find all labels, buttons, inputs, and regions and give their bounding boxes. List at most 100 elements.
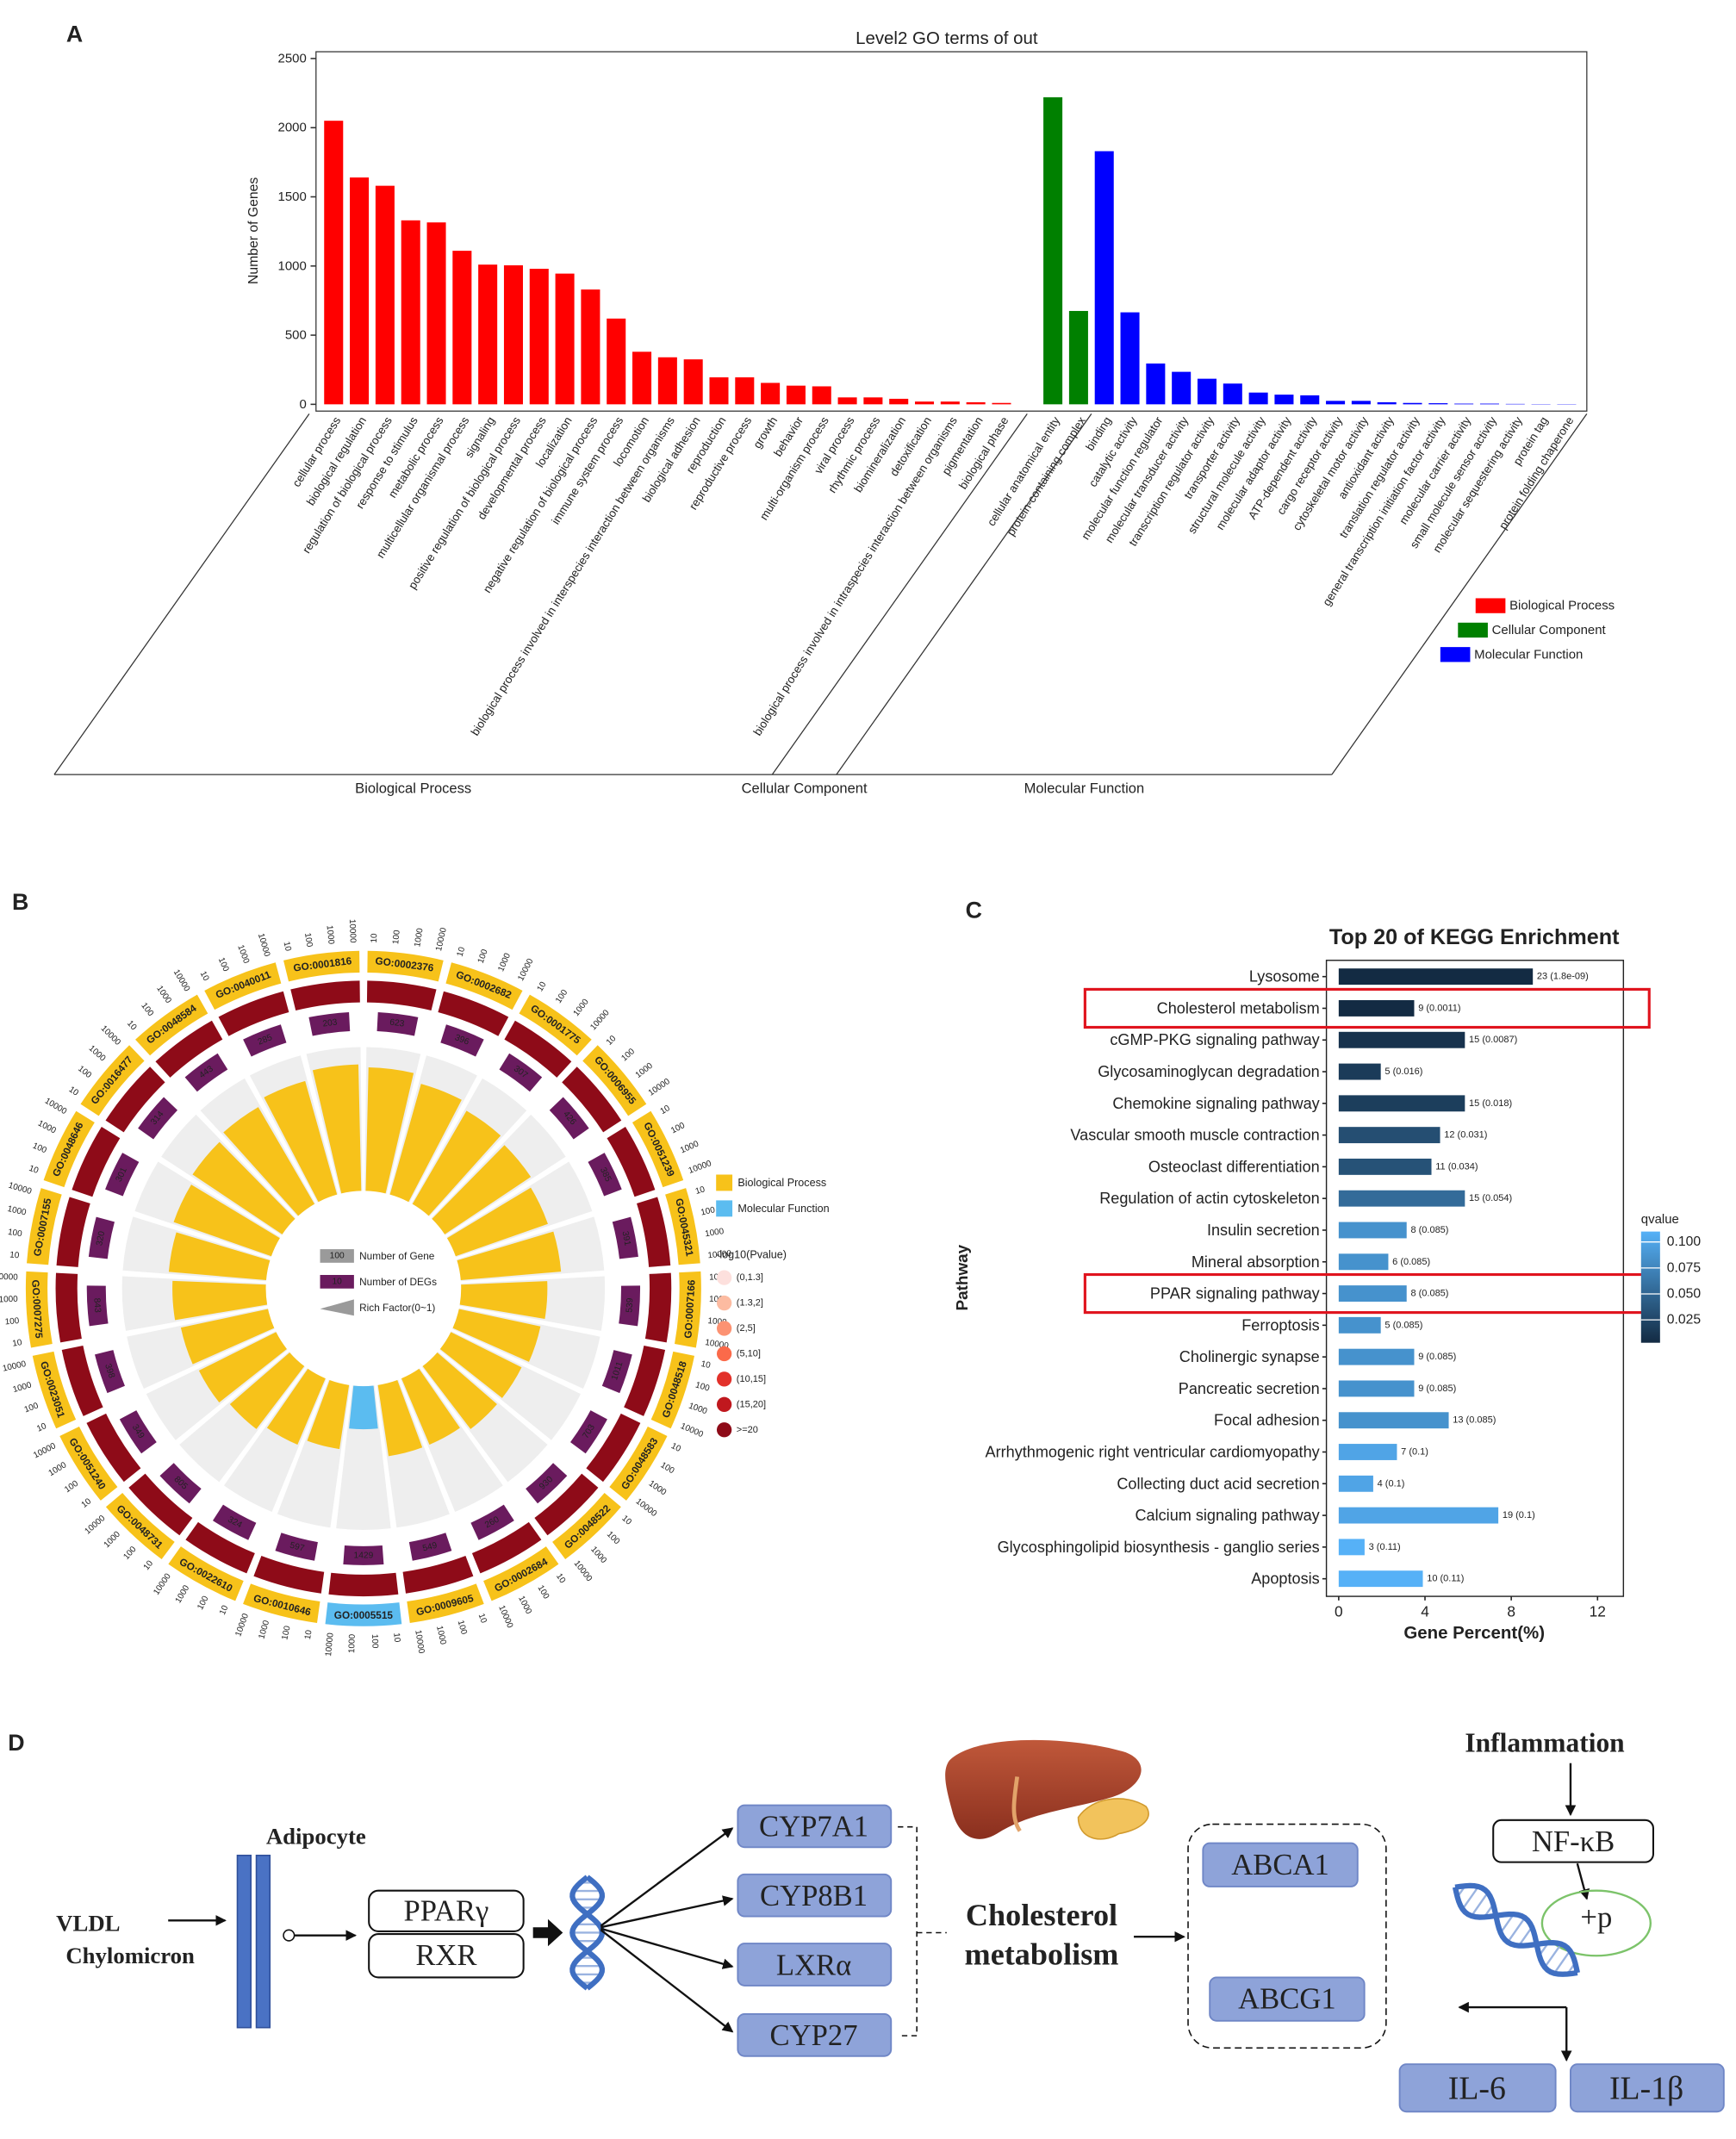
deg-box	[308, 1012, 351, 1036]
pvalue-segment	[366, 980, 437, 1011]
y-tick-label: Collecting duct acid secretion	[1117, 1475, 1319, 1492]
pvalue-segment	[328, 1572, 399, 1597]
deg-count: 843	[91, 1297, 102, 1313]
legend-label: (10,15]	[737, 1374, 766, 1384]
bar-label: 19 (0.1)	[1503, 1510, 1535, 1520]
node-label: Chylomicron	[65, 1943, 195, 1968]
term-segment	[168, 1546, 244, 1601]
colorbar-tick-label: 0.100	[1667, 1234, 1702, 1249]
bar	[1120, 312, 1140, 405]
bar	[1338, 1348, 1415, 1365]
bar	[324, 121, 344, 405]
bar	[1454, 403, 1474, 405]
rich-factor-bar	[412, 1110, 501, 1216]
bar-label: 23 (1.8e-09)	[1537, 972, 1589, 982]
bar	[1338, 1222, 1407, 1239]
bar-label: 7 (0.1)	[1401, 1447, 1428, 1458]
bar	[1068, 310, 1088, 405]
receptor	[283, 1929, 296, 1942]
deg-count: 539	[625, 1297, 635, 1313]
node-label: ABCA1	[1231, 1849, 1329, 1881]
term-segment	[32, 1351, 77, 1429]
bar-label: 9 (0.085)	[1418, 1352, 1456, 1362]
term-segment	[325, 1602, 402, 1626]
scale-tick-label: 100	[216, 956, 231, 973]
deg-box	[119, 1410, 157, 1454]
rich-factor-bar	[173, 1185, 280, 1257]
term-segment	[519, 994, 592, 1056]
scale-tick-label: 100	[31, 1141, 48, 1156]
bar	[1338, 1000, 1415, 1017]
node	[368, 1933, 525, 1979]
pvalue-segment	[56, 1197, 90, 1267]
bracket	[898, 1825, 947, 2036]
deg-box	[88, 1216, 115, 1259]
legend-example: 100	[330, 1251, 345, 1260]
rich-factor-bar	[446, 1187, 548, 1257]
bar	[1338, 1539, 1365, 1556]
arrow	[532, 1918, 563, 1947]
bar	[812, 386, 831, 405]
deg-count: 320	[95, 1230, 107, 1247]
bar	[1248, 392, 1268, 405]
rich-factor-bar	[198, 1332, 287, 1403]
y-tick-label: PPAR signaling pathway	[1150, 1285, 1321, 1303]
colorbar	[1640, 1231, 1660, 1343]
bar	[1338, 1095, 1465, 1112]
legend-swatch	[716, 1174, 733, 1191]
scale-tick-label: 100	[700, 1205, 716, 1217]
colorbar-tick-label: 0.025	[1667, 1313, 1702, 1328]
deg-count: 1429	[354, 1551, 374, 1560]
y-tick-label: 1500	[278, 190, 307, 204]
rich-factor-bar	[264, 1080, 338, 1203]
scale-tick-label: 100	[7, 1228, 23, 1240]
scale-tick-label: 100	[302, 932, 314, 948]
scale-tick-label: 10	[709, 1272, 719, 1282]
y-tick-label: Glycosaminoglycan degradation	[1098, 1063, 1319, 1080]
deg-box	[184, 1053, 228, 1092]
rich-factor-bar	[349, 1385, 378, 1430]
dna-rung	[1471, 1892, 1489, 1917]
bar	[709, 377, 729, 405]
y-tick-label: 500	[285, 328, 307, 343]
deg-box	[440, 1024, 484, 1057]
deg-box	[105, 1153, 140, 1197]
term-segment	[243, 1583, 320, 1623]
scale-tick-label: 10000	[347, 919, 358, 943]
node-label: Adipocyte	[266, 1824, 366, 1850]
pvalue-segment	[72, 1126, 121, 1197]
term-segment	[407, 1583, 484, 1623]
arrow	[600, 1927, 734, 1969]
legend-label: (2,5]	[737, 1323, 756, 1334]
rich-factor-bar	[365, 1066, 414, 1194]
bar	[1338, 1031, 1465, 1048]
rich-factor-bar	[432, 1145, 532, 1234]
bar	[1338, 1253, 1389, 1271]
legend-example: 10	[333, 1277, 343, 1286]
group-divider	[771, 413, 1028, 775]
bar	[837, 397, 857, 405]
bar	[940, 401, 960, 405]
bar-label: 4 (0.1)	[1378, 1478, 1405, 1489]
legend-label: Molecular Function	[1474, 647, 1583, 662]
legend-swatch	[716, 1346, 732, 1362]
group-divider	[1331, 413, 1588, 775]
bar	[1274, 395, 1294, 405]
term-segment	[582, 1045, 647, 1116]
pvalue-segment	[624, 1345, 666, 1416]
node-label: CYP27	[770, 2019, 858, 2052]
node-label: LXRα	[776, 1949, 851, 1981]
bar	[863, 397, 883, 405]
bar-label: 3 (0.11)	[1369, 1542, 1401, 1552]
rich-factor-bar	[266, 1368, 326, 1446]
legend-swatch	[716, 1371, 732, 1387]
scale-tick-label: 10	[476, 1613, 488, 1626]
liver-icon	[1011, 1776, 1022, 1832]
rich-factor-bar	[459, 1281, 548, 1319]
bar	[1403, 402, 1422, 405]
term-segment	[135, 994, 208, 1056]
liver-icon	[945, 1739, 1142, 1839]
deg-count: 391	[620, 1230, 632, 1247]
bar-label: 15 (0.054)	[1469, 1193, 1512, 1203]
